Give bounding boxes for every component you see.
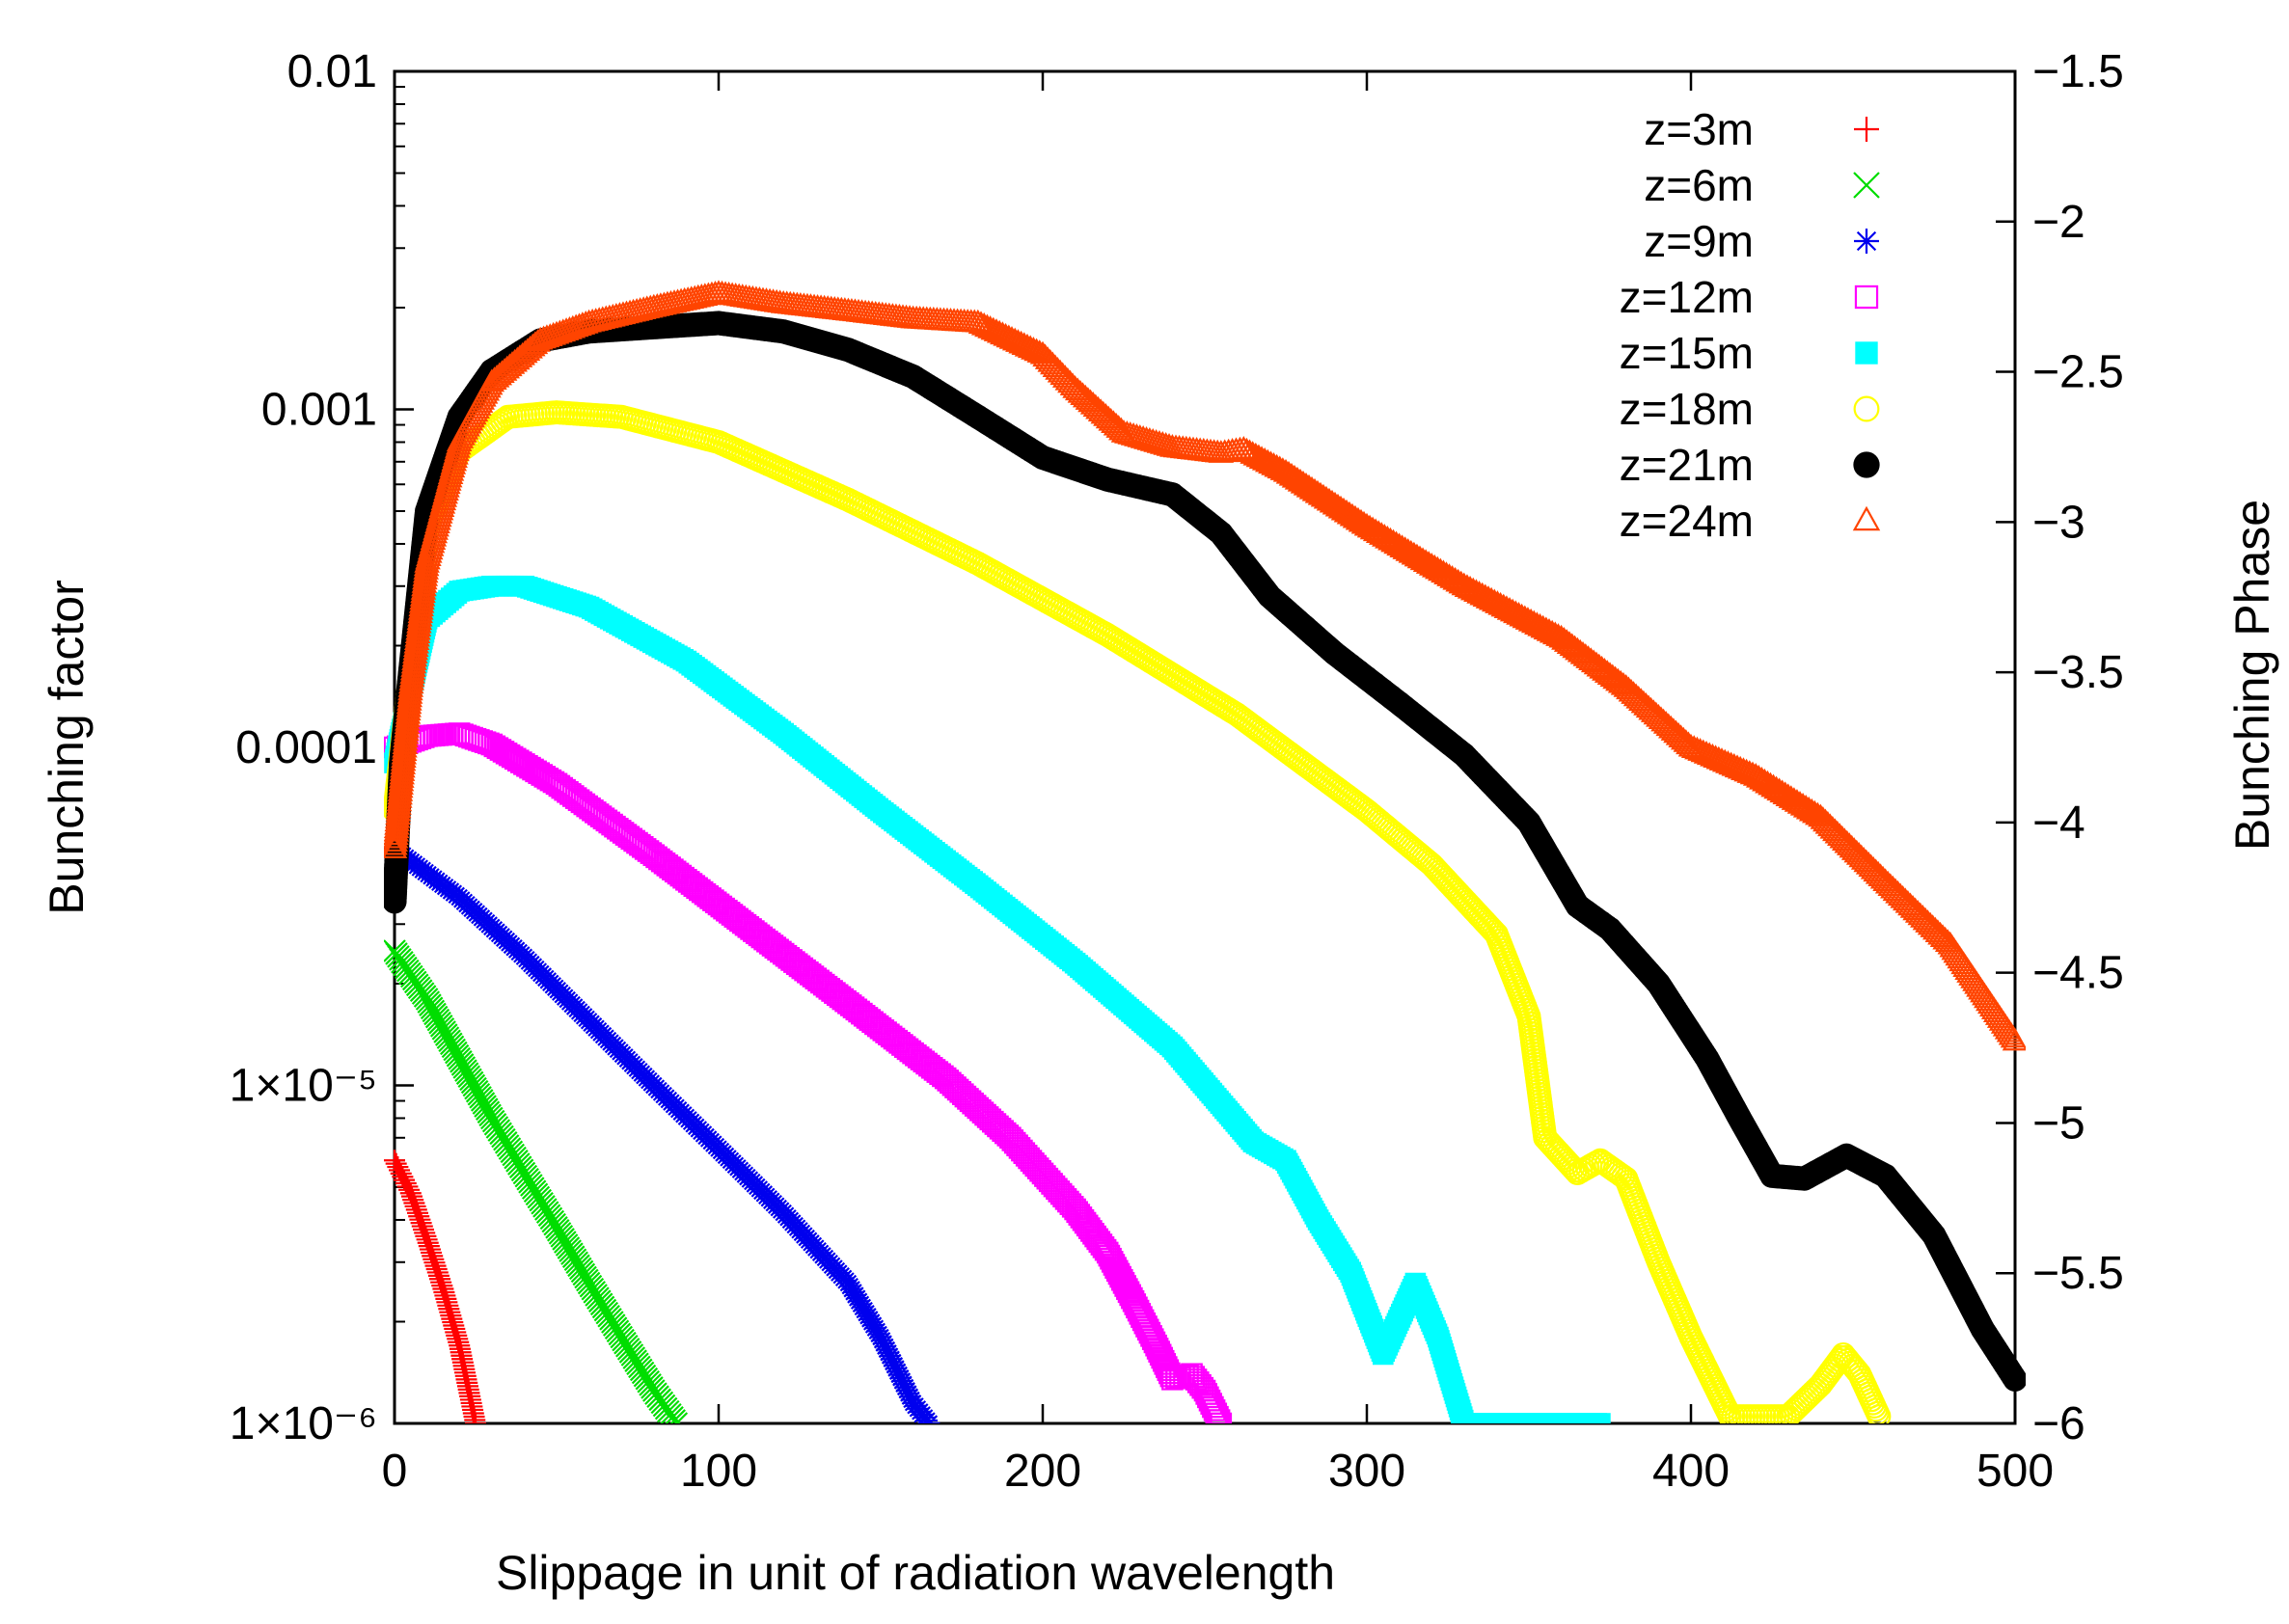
data-point xyxy=(884,1354,906,1376)
data-point xyxy=(896,1379,918,1401)
legend-marker xyxy=(1852,505,1881,531)
legend: z=3m z=6m z=9m z=12m z=15m z=18m z=21m z=24m xyxy=(1620,104,1881,546)
data-point xyxy=(893,1373,914,1395)
y2-tick-label: −6 xyxy=(2032,1398,2085,1449)
data-point xyxy=(876,1339,898,1361)
y2-tick-label: −4.5 xyxy=(2032,948,2124,999)
data-point xyxy=(891,1369,913,1392)
data-point xyxy=(888,1364,911,1386)
series-z24m xyxy=(384,280,2026,1051)
data-point xyxy=(886,1358,907,1379)
series-z12m xyxy=(384,722,1233,1423)
data-layer xyxy=(384,280,2026,1423)
legend-label: z=15m xyxy=(1620,328,1754,378)
legend-label: z=21m xyxy=(1620,440,1754,490)
data-point xyxy=(901,1389,922,1411)
data-point xyxy=(1208,1409,1231,1423)
legend-marker xyxy=(1853,395,1880,422)
data-point xyxy=(1590,1413,1611,1423)
y2-tick-label: −5 xyxy=(2032,1097,2085,1149)
legend-label: z=24m xyxy=(1620,496,1754,546)
x-tick-label: 200 xyxy=(1004,1446,1081,1497)
x-tick-label: 100 xyxy=(680,1446,757,1497)
data-point xyxy=(878,1341,899,1364)
data-point xyxy=(2003,1367,2026,1392)
y2-axis-title: Bunching Phase xyxy=(2225,500,2279,851)
ticks xyxy=(393,69,2017,1425)
data-point xyxy=(886,1361,909,1383)
x-tick-label: 300 xyxy=(1328,1446,1405,1497)
y2-tick-label: −4 xyxy=(2032,798,2085,849)
y2-tick-label: −2 xyxy=(2032,197,2085,248)
legend-label: z=6m xyxy=(1644,160,1754,210)
x-axis-title: Slippage in unit of radiation wavelength xyxy=(496,1546,1335,1600)
legend-marker xyxy=(1853,172,1880,199)
data-point xyxy=(899,1386,921,1408)
data-point xyxy=(897,1382,919,1404)
y-tick-label: 0.01 xyxy=(287,46,377,97)
data-point xyxy=(1207,1405,1229,1423)
data-point xyxy=(873,1333,895,1355)
data-point xyxy=(918,1413,940,1423)
x-tick-label: 0 xyxy=(382,1446,408,1497)
series-z6m xyxy=(384,939,689,1423)
y-axis-title: Bunching factor xyxy=(40,580,94,914)
data-point xyxy=(894,1376,916,1398)
legend-marker xyxy=(1853,451,1880,478)
legend-label: z=18m xyxy=(1620,384,1754,434)
y-tick-label: 1×10⁻⁶ xyxy=(230,1398,377,1449)
x-tick-label: 400 xyxy=(1652,1446,1730,1497)
y-tick-label: 1×10⁻⁵ xyxy=(230,1061,377,1112)
y2-tick-label: −3.5 xyxy=(2032,647,2124,698)
data-point xyxy=(1867,1404,1892,1423)
data-point xyxy=(1210,1412,1233,1423)
legend-label: z=12m xyxy=(1620,272,1754,322)
series-z3m xyxy=(384,1150,486,1423)
series-z21m xyxy=(384,311,2026,1392)
data-point xyxy=(881,1348,903,1370)
tick-labels: 0 100 200 300 400 500 0.01 0.001 0.0001 1×10⁻⁵ 1×1… xyxy=(230,46,2124,1497)
legend-label: z=9m xyxy=(1644,216,1754,266)
legend-marker xyxy=(1854,229,1879,254)
data-point xyxy=(870,1326,891,1348)
y-tick-label: 0.001 xyxy=(261,385,377,436)
y-tick-label: 0.0001 xyxy=(235,722,377,773)
legend-label: z=3m xyxy=(1644,104,1754,154)
y2-tick-label: −1.5 xyxy=(2032,46,2124,97)
legend-marker xyxy=(1854,284,1879,310)
legend-marker xyxy=(1854,117,1879,142)
legend-marker xyxy=(1855,341,1878,365)
data-point xyxy=(871,1329,893,1351)
data-point xyxy=(879,1345,901,1367)
data-point xyxy=(874,1336,896,1358)
data-point xyxy=(465,1413,486,1423)
y2-tick-label: −5.5 xyxy=(2032,1248,2124,1299)
data-point xyxy=(882,1351,904,1373)
series-z18m xyxy=(384,400,1892,1423)
data-point xyxy=(665,1412,689,1423)
plot-frame xyxy=(393,69,2017,1425)
data-point xyxy=(889,1367,912,1389)
x-tick-label: 500 xyxy=(1976,1446,2054,1497)
y2-tick-label: −2.5 xyxy=(2032,347,2124,398)
y2-tick-label: −3 xyxy=(2032,497,2085,548)
